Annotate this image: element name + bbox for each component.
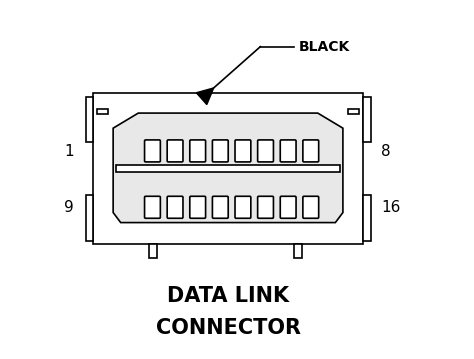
FancyBboxPatch shape — [235, 196, 251, 218]
FancyBboxPatch shape — [145, 196, 160, 218]
Bar — [85, 97, 93, 142]
Text: DATA LINK: DATA LINK — [167, 286, 289, 306]
FancyBboxPatch shape — [258, 140, 273, 162]
FancyBboxPatch shape — [190, 140, 206, 162]
Bar — [294, 244, 302, 258]
Bar — [363, 195, 371, 241]
Bar — [116, 165, 340, 172]
FancyBboxPatch shape — [280, 196, 296, 218]
Polygon shape — [196, 88, 214, 104]
Text: 1: 1 — [64, 144, 74, 159]
Bar — [97, 109, 108, 114]
FancyBboxPatch shape — [190, 196, 206, 218]
FancyBboxPatch shape — [303, 196, 319, 218]
Text: 16: 16 — [381, 200, 401, 215]
Bar — [348, 109, 359, 114]
FancyBboxPatch shape — [212, 196, 228, 218]
FancyBboxPatch shape — [258, 196, 273, 218]
FancyBboxPatch shape — [167, 196, 183, 218]
FancyBboxPatch shape — [145, 140, 160, 162]
Polygon shape — [113, 113, 343, 223]
Text: CONNECTOR: CONNECTOR — [155, 318, 301, 339]
Bar — [363, 97, 371, 142]
Bar — [149, 244, 156, 258]
FancyBboxPatch shape — [303, 140, 319, 162]
Bar — [93, 93, 363, 244]
FancyBboxPatch shape — [167, 140, 183, 162]
FancyBboxPatch shape — [280, 140, 296, 162]
Bar — [85, 195, 93, 241]
Text: 9: 9 — [64, 200, 74, 215]
Text: 8: 8 — [381, 144, 391, 159]
FancyBboxPatch shape — [235, 140, 251, 162]
FancyBboxPatch shape — [212, 140, 228, 162]
Text: BLACK: BLACK — [299, 40, 350, 53]
